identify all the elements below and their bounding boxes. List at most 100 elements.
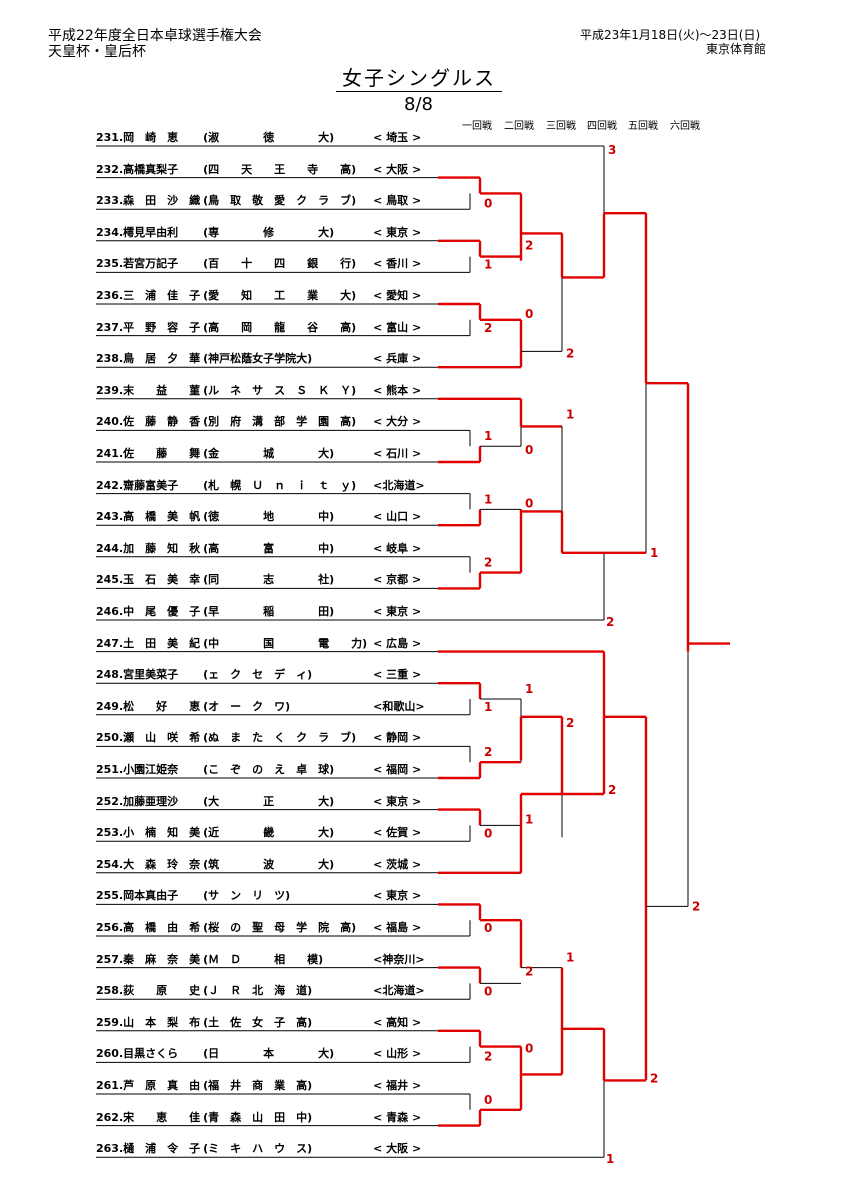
round-label-3: 三回戦 — [546, 121, 576, 132]
player-prefecture: < 青森 > — [373, 1110, 422, 1124]
score-label: 1 — [525, 812, 533, 826]
player-prefecture: < 山口 > — [373, 510, 422, 524]
player-name: 芦 原 真 由 — [123, 1079, 201, 1092]
score-label: 0 — [525, 1042, 533, 1056]
player-row: 235.若宮万記子 (百 十 四 銀 行) < 香川 > — [96, 257, 436, 271]
player-team: (徳 地 中) — [203, 510, 335, 524]
score-label: 0 — [484, 826, 492, 840]
player-row: 259.山 本 梨 布 (土 佐 女 子 高) < 高知 > — [96, 1016, 436, 1030]
player-number: 234. — [96, 225, 124, 239]
score-label: 0 — [525, 307, 533, 321]
player-team: (福 井 商 業 高) — [203, 1079, 313, 1092]
player-team: (近 畿 大) — [203, 826, 335, 840]
player-team: (こ ぞ の え 卓 球) — [203, 763, 335, 776]
player-number: 263. — [96, 1142, 124, 1156]
player-number: 235. — [96, 257, 124, 271]
player-row: 256.高 橋 由 希 (桜 の 聖 母 学 院 高) < 福島 > — [96, 921, 436, 935]
player-row: 239.末 益 菫 (ル ネ サ ス Ｓ Ｋ Ｙ) < 熊本 > — [96, 384, 436, 398]
player-row: 233.森 田 沙 織 (鳥 取 敬 愛 ク ラ ブ) < 鳥取 > — [96, 194, 436, 208]
player-team: (高 富 中) — [203, 541, 335, 555]
player-prefecture: < 東京 > — [373, 605, 422, 618]
player-number: 243. — [96, 510, 124, 524]
player-prefecture: < 東京 > — [373, 225, 422, 239]
player-number: 261. — [96, 1079, 124, 1092]
score-label: 1 — [525, 682, 533, 696]
player-prefecture: <和歌山> — [373, 699, 425, 713]
score-label: 2 — [484, 321, 492, 335]
player-prefecture: < 鳥取 > — [373, 194, 422, 208]
player-number: 254. — [96, 857, 124, 871]
player-number: 251. — [96, 763, 124, 776]
score-label: 2 — [608, 783, 616, 797]
player-row: 246.中 尾 優 子 (早 稲 田) < 東京 > — [96, 605, 436, 619]
player-name: 高 橋 美 帆 — [123, 510, 201, 524]
player-name: 玉 石 美 幸 — [123, 573, 201, 587]
player-team: (大 正 大) — [203, 794, 335, 808]
score-label: 2 — [692, 899, 700, 913]
player-prefecture: < 福島 > — [373, 921, 422, 934]
player-name: 高 橋 由 希 — [123, 921, 201, 934]
player-number: 256. — [96, 921, 124, 934]
player-name: 荻 原 史 — [123, 984, 201, 998]
player-number: 244. — [96, 541, 124, 555]
player-name: 土 田 美 紀 — [123, 636, 201, 650]
bracket-title: 女子シングルス — [336, 62, 502, 92]
player-row: 260.目黒さくら (日 本 大) < 山形 > — [96, 1047, 436, 1061]
player-row: 263.樋 浦 令 子 (ミ キ ハ ウ ス) < 大阪 > — [96, 1142, 436, 1156]
player-team: (土 佐 女 子 高) — [203, 1015, 313, 1029]
player-name: 松 好 恵 — [123, 699, 201, 713]
player-team: (鳥 取 敬 愛 ク ラ ブ) — [203, 194, 357, 208]
player-name: 佐 藤 舞 — [123, 447, 201, 460]
player-name: 岡本真由子 — [123, 889, 179, 903]
event-title: 平成22年度全日本卓球選手権大会 — [48, 28, 262, 44]
player-prefecture: < 広島 > — [373, 636, 422, 650]
player-team: (専 修 大) — [203, 225, 335, 239]
round-label-1: 一回戦 — [462, 121, 492, 132]
score-label: 0 — [484, 984, 492, 998]
player-row: 253.小 楠 知 美 (近 畿 大) < 佐賀 > — [96, 826, 436, 840]
player-name: 大 森 玲 奈 — [123, 857, 201, 871]
player-number: 247. — [96, 636, 124, 650]
score-label: 1 — [606, 1152, 614, 1166]
player-prefecture: < 石川 > — [373, 447, 422, 460]
player-prefecture: < 佐賀 > — [373, 826, 422, 840]
player-team: (ミ キ ハ ウ ス) — [203, 1142, 313, 1156]
player-prefecture: <北海道> — [373, 478, 425, 492]
score-label: 1 — [484, 492, 492, 506]
player-number: 241. — [96, 447, 124, 460]
player-row: 257.秦 麻 奈 美 (Ｍ Ｄ 相 模) <神奈川> — [96, 953, 436, 967]
score-label: 1 — [484, 700, 492, 714]
player-number: 257. — [96, 952, 124, 966]
score-label: 1 — [484, 429, 492, 443]
score-label: 1 — [650, 546, 658, 560]
player-name: 目黒さくら — [123, 1047, 179, 1061]
score-label: 0 — [525, 496, 533, 510]
player-number: 233. — [96, 194, 124, 208]
player-team: (四 天 王 寺 高) — [203, 162, 357, 176]
player-team: (高 岡 龍 谷 高) — [203, 320, 357, 334]
player-prefecture: < 東京 > — [373, 794, 422, 808]
player-team: (金 城 大) — [203, 447, 335, 460]
player-row: 251.小園江姫奈 (こ ぞ の え 卓 球) < 福岡 > — [96, 763, 436, 777]
player-prefecture: < 熊本 > — [373, 383, 422, 397]
venue: 東京体育館 — [706, 42, 767, 56]
score-label: 2 — [566, 716, 574, 730]
player-name: 小 楠 知 美 — [123, 826, 201, 840]
player-name: 齋藤富美子 — [123, 478, 179, 492]
round-label-6: 六回戦 — [670, 121, 700, 132]
player-row: 238.鳥 居 夕 華 (神戸松蔭女子学院大) < 兵庫 > — [96, 352, 436, 366]
player-team: (淑 徳 大) — [203, 131, 335, 144]
player-team: (早 稲 田) — [203, 605, 335, 618]
score-label: 2 — [525, 238, 533, 252]
player-row: 261.芦 原 真 由 (福 井 商 業 高) < 福井 > — [96, 1079, 436, 1093]
player-row: 262.宋 恵 佳 (青 森 山 田 中) < 青森 > — [96, 1111, 436, 1125]
player-team: (サ ン リ ツ) — [203, 889, 291, 903]
player-number: 252. — [96, 794, 124, 808]
player-number: 248. — [96, 668, 124, 682]
player-number: 231. — [96, 131, 124, 144]
player-team: (愛 知 工 業 大) — [203, 289, 357, 302]
player-row: 248.宮里美菜子 (ェ ク セ デ ィ) < 三重 > — [96, 668, 436, 682]
player-prefecture: < 山形 > — [373, 1047, 422, 1061]
player-team: (ぬ ま た く ク ラ ブ) — [203, 731, 357, 745]
